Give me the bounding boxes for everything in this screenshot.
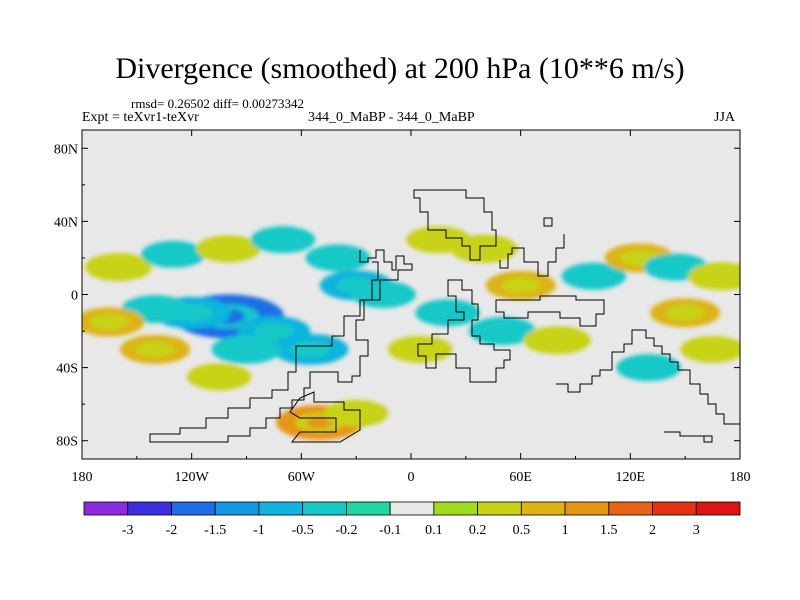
divergence-cell [253,322,294,340]
x-tick-label: 120W [175,470,210,485]
colorbar-swatch [695,501,741,516]
colorbar-label: -0.5 [292,523,314,538]
divergence-cell [305,244,371,272]
colorbar-swatch [302,501,347,516]
y-tick-label: 40N [54,215,78,230]
y-tick-label: 80S [56,435,78,450]
colorbar-label: -1.5 [204,523,226,538]
x-tick-label: 120E [616,470,646,485]
divergence-cell [616,354,681,382]
chart-title: Divergence (smoothed) at 200 hPa (10**6 … [115,52,685,85]
coastline-africa [413,189,497,261]
divergence-cell [501,277,540,294]
divergence-cell [186,363,252,391]
divergence-cell [306,416,333,429]
divergence-cell [680,335,740,363]
divergence-cell [561,262,626,290]
y-tick-label: 0 [71,289,78,304]
colorbar-swatch [564,501,610,516]
x-tick-label: 180 [730,470,751,485]
y-tick-label: 80N [54,142,78,157]
divergence-cell [688,262,740,291]
coastline-australia [556,329,740,425]
divergence-cell [84,253,153,282]
divergence-cell [227,341,266,358]
experiment-label: Expt = teXvr1-teXvr [82,110,199,125]
colorbar-swatch [83,501,129,516]
divergence-cell [468,317,536,346]
colorbar-label: 3 [693,523,700,538]
season-label: JJA [714,110,736,125]
divergence-cell [141,240,206,268]
colorbar-swatch [171,501,216,516]
colorbar-label: 1 [562,523,569,538]
divergence-cell [665,304,705,321]
divergence-cell [323,399,389,427]
colorbar-label: 0.2 [469,523,487,538]
coastline-americas [149,249,413,443]
colorbar-label: -0.1 [379,523,401,538]
colorbar-label: 0.5 [513,523,531,538]
colorbar-label: -0.2 [335,523,357,538]
divergence-cell [289,340,332,358]
colorbar-swatch [433,501,479,516]
divergence-cell [450,234,518,263]
colorbar-swatch [520,501,566,516]
rmsd-diff-stats: rmsd= 0.26502 diff= 0.00273342 [131,96,304,111]
colorbar-swatch [477,501,522,516]
colorbar-swatch [345,501,391,516]
colorbar-swatch [127,501,172,516]
colorbar-swatch [608,501,653,516]
coastline-island [543,217,553,227]
coastline-africa-south [417,279,511,383]
colorbar-swatch [258,501,304,516]
divergence-cell [250,226,316,254]
divergence-cell [387,335,453,363]
colorbar-label: 0.1 [425,523,443,538]
divergence-cell [523,326,591,355]
colorbar-label: -3 [122,523,134,538]
coastline-south-tip [289,391,361,443]
colorbar-swatch [652,501,697,516]
colorbar-label: 2 [649,523,656,538]
x-tick-label: 60W [288,470,316,485]
coastline-asia-north [499,234,565,277]
colorbar-label: -2 [166,523,178,538]
colorbar-label: 1.5 [600,523,618,538]
x-tick-label: 0 [408,470,415,485]
divergence-cell [135,341,175,358]
x-tick-label: 60E [509,470,532,485]
divergence-cell [351,281,416,308]
case-comparison-label: 344_0_MaBP - 344_0_MaBP [308,110,475,125]
y-tick-label: 40S [56,362,78,377]
colorbar-swatch [389,501,435,516]
coastline-asia [495,295,605,327]
divergence-cell [196,235,261,263]
coastline-antarctic-edge [664,431,713,443]
colorbar-swatch [214,501,260,516]
colorbar-label: -1 [253,523,265,538]
x-tick-label: 180 [72,470,93,485]
divergence-cell [90,313,129,330]
